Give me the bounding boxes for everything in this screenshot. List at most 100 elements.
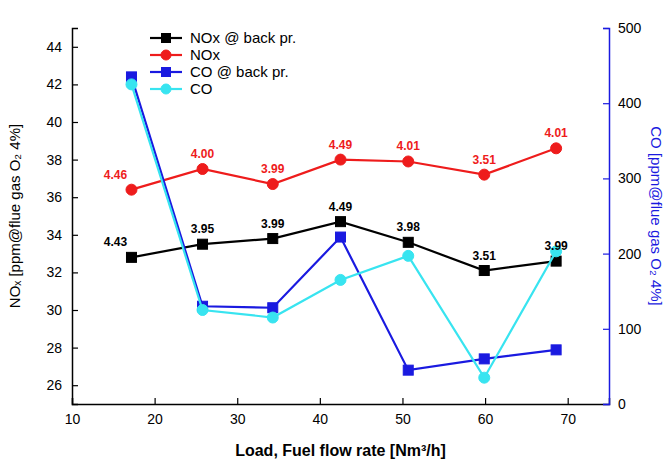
legend-entry: NOx [150, 46, 221, 63]
tick: 36 [46, 189, 78, 205]
legend-entry: NOx @ back pr. [150, 29, 296, 46]
tick-mark [72, 47, 78, 48]
axis-line [603, 29, 610, 405]
annotation: 4.46 [104, 168, 128, 182]
marker [336, 232, 346, 242]
legend: NOx @ back pr.NOxCO @ back pr.CO [150, 29, 296, 97]
annotation: 4.01 [544, 126, 568, 140]
tick-label: 28 [46, 340, 62, 356]
tick: 38 [46, 152, 78, 168]
tick: 60 [478, 398, 494, 427]
tick-mark [568, 398, 569, 404]
annotations: 4.433.953.994.493.983.513.994.464.003.99… [104, 126, 568, 262]
tick-mark [402, 398, 403, 404]
tick-label: 44 [46, 39, 62, 55]
tick: 30 [230, 398, 246, 427]
tick-mark [72, 122, 78, 123]
marker [268, 234, 278, 244]
marker [551, 143, 562, 154]
tick-label: 40 [46, 114, 62, 130]
x-axis: 10203040506070 [65, 398, 610, 427]
tick-mark [603, 254, 609, 255]
annotation: 4.43 [104, 235, 128, 249]
marker [198, 239, 208, 249]
tick: 0 [603, 396, 626, 412]
tick: 28 [46, 340, 78, 356]
plot-area [126, 72, 562, 383]
legend-marker [162, 68, 171, 77]
tick-label: 26 [46, 377, 62, 393]
tick: 40 [313, 398, 329, 427]
annotation: 4.01 [397, 139, 421, 153]
legend-marker [161, 50, 171, 60]
tick-label: 200 [618, 246, 642, 262]
tick-mark [603, 329, 609, 330]
marker [551, 345, 561, 355]
tick-label: 500 [618, 20, 642, 36]
tick: 50 [395, 398, 411, 427]
tick-label: 40 [313, 411, 329, 427]
marker [403, 365, 413, 375]
tick-label: 300 [618, 170, 642, 186]
tick-label: 20 [147, 411, 163, 427]
tick-mark [603, 28, 609, 29]
tick-label: 50 [395, 411, 411, 427]
tick: 34 [46, 227, 78, 243]
annotation: 3.99 [544, 239, 568, 253]
annotation: 4.49 [329, 138, 353, 152]
marker [197, 164, 208, 175]
tick: 400 [603, 95, 642, 111]
marker [403, 156, 414, 167]
legend-marker [162, 34, 171, 43]
y-axis: 26283032343638404244 [46, 29, 78, 405]
tick-mark [72, 84, 78, 85]
annotation: 3.98 [397, 220, 421, 234]
y-axis-title: NOₓ [ppm@flue gas O₂ 4%] [6, 124, 23, 308]
annotation: 4.49 [329, 200, 353, 214]
tick-mark [72, 348, 78, 349]
marker [268, 303, 278, 313]
marker [335, 154, 346, 165]
tick: 100 [603, 321, 642, 337]
marker [126, 252, 136, 262]
tick-label: 38 [46, 152, 62, 168]
legend-label: NOx @ back pr. [190, 29, 296, 46]
tick: 42 [46, 76, 78, 92]
marker [479, 354, 489, 364]
tick-label: 36 [46, 189, 62, 205]
tick-mark [603, 404, 609, 405]
tick-label: 60 [478, 411, 494, 427]
marker [403, 250, 414, 261]
marker [479, 266, 489, 276]
marker [126, 184, 137, 195]
axis-line [73, 29, 79, 405]
chart: 1020304050607026283032343638404244010020… [0, 0, 663, 474]
y2-axis: 0 100 200 300 400 500 [603, 20, 642, 412]
annotation: 4.00 [191, 147, 215, 161]
tick: 40 [46, 114, 78, 130]
marker [267, 312, 278, 323]
tick-mark [72, 160, 78, 161]
marker [335, 274, 346, 285]
tick-label: 0 [618, 396, 626, 412]
tick: 70 [560, 398, 576, 427]
tick-label: 400 [618, 95, 642, 111]
tick: 44 [46, 39, 78, 55]
tick-label: 32 [46, 264, 62, 280]
y2-axis-title: CO [ppm@flue gas O₂ 4%] [648, 126, 663, 305]
axis-line [73, 398, 610, 405]
legend-entry: CO [150, 80, 213, 97]
tick-mark [72, 310, 78, 311]
annotation: 3.99 [261, 162, 285, 176]
annotation: 3.51 [473, 249, 497, 263]
marker [336, 217, 346, 227]
legend-marker [161, 84, 171, 94]
tick-label: 30 [230, 411, 246, 427]
tick-mark [72, 235, 78, 236]
tick-mark [72, 385, 78, 386]
series-line [131, 84, 556, 377]
tick-mark [155, 398, 156, 404]
tick-mark [603, 103, 609, 104]
tick: 20 [147, 398, 163, 427]
tick-label: 70 [560, 411, 576, 427]
